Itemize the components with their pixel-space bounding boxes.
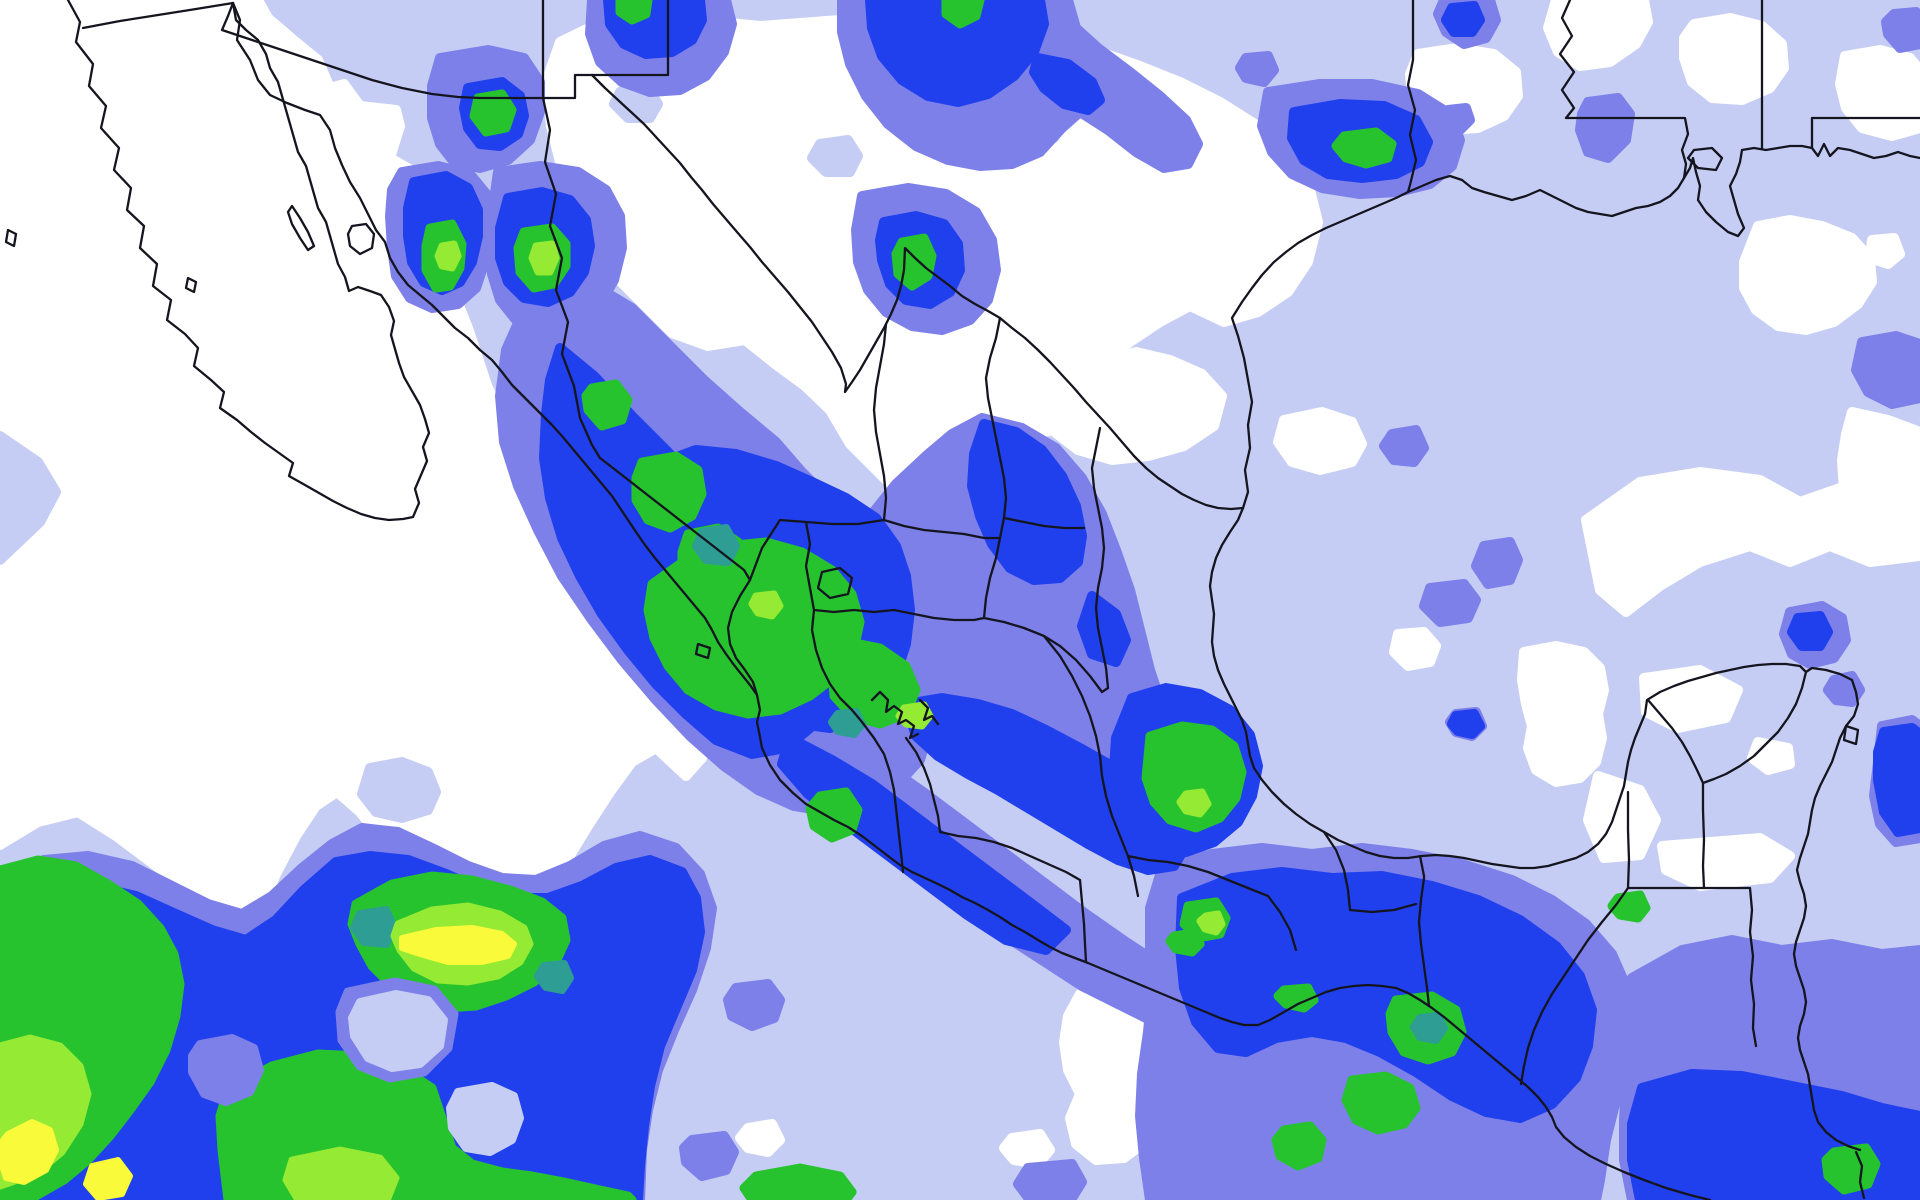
layer-heavy-shape — [1273, 983, 1319, 1013]
layer-dry-shape — [1679, 13, 1789, 105]
layer-heavy-shape — [1141, 721, 1247, 833]
layer-dry-shape — [1639, 665, 1743, 733]
layer-dry-shape — [735, 1119, 785, 1157]
layer-dry-shape — [1583, 771, 1661, 863]
state-line-texas-louisiana — [1406, 0, 1418, 194]
layer-heavy-shape — [581, 379, 633, 431]
islands-and-lakes — [4, 146, 1860, 746]
layer-moderate-shape — [1873, 723, 1920, 837]
layer-trace-patches-shape — [0, 431, 61, 565]
layer-heavy-teal-shape — [534, 960, 574, 994]
layer-light-shape — [1881, 7, 1920, 53]
layer-heavy-shape — [739, 1163, 857, 1200]
layer-heavy-shape — [941, 0, 985, 29]
layer-heavy-shape — [805, 787, 863, 843]
border-us-mexico-west — [81, 1, 594, 100]
layer-very-heavy-shape — [282, 1146, 400, 1200]
layer-moderate-shape — [1447, 709, 1485, 739]
layer-light-shape — [723, 979, 785, 1031]
coastline-texas-louisiana-gulf — [1230, 142, 1920, 510]
layer-dry-shape — [1543, 0, 1653, 71]
state-line-new-mexico-texas — [590, 0, 670, 77]
coastline-gulf-yucatan-caribbean — [1208, 506, 1862, 1152]
layer-moderate-shape — [1175, 867, 1597, 1123]
layer-heavy-shape — [1271, 1121, 1327, 1171]
layer-heavy-teal-shape — [1410, 1012, 1448, 1044]
layer-intense-shape — [399, 925, 517, 965]
layer-moderate-shape — [1077, 591, 1131, 667]
layer-light-shape — [1575, 93, 1635, 163]
layer-moderate-shape — [1029, 53, 1105, 115]
layer-light-shape — [679, 1131, 739, 1181]
layer-very-heavy-shape — [748, 590, 784, 620]
layer-light-shape — [1851, 331, 1920, 409]
layer-moderate-shape — [1441, 1, 1485, 37]
layer-heavy-shape — [615, 0, 653, 25]
layer-heavy — [0, 0, 1881, 1200]
layer-heavy-shape — [1341, 1071, 1421, 1135]
layer-very-heavy-shape — [434, 240, 462, 272]
layer-dry-shape — [1581, 467, 1920, 617]
layer-intense-shape — [0, 1119, 59, 1185]
layer-moderate-shape — [865, 0, 1049, 107]
layer-dry-shape — [999, 1129, 1055, 1169]
layer-dry-shape — [1657, 833, 1795, 891]
coastline-baja-california — [66, 0, 431, 522]
layer-heavy-teal-shape — [692, 524, 740, 566]
layer-storm-eyes-shape — [188, 1034, 264, 1106]
state-lines-yucatan — [1646, 670, 1808, 890]
border-rio-grande — [590, 73, 1245, 511]
state-line-louisiana-mississippi — [1558, 0, 1690, 180]
layer-dry-shape — [1273, 407, 1367, 475]
layer-heavy-shape — [1331, 127, 1397, 169]
layer-heavy-shape — [469, 89, 517, 137]
layer-very-heavy-shape — [1176, 788, 1212, 818]
layer-trace-patches-shape — [807, 135, 863, 177]
layer-heavy-teal-shape — [828, 708, 866, 738]
layer-light-shape — [1379, 425, 1429, 467]
layer-very-heavy-shape — [528, 240, 560, 276]
layer-light-shape — [1437, 103, 1475, 135]
layer-storm-eyes-shape — [348, 990, 448, 1072]
layer-heavy-shape — [827, 635, 921, 729]
layer-dry-shape — [1739, 215, 1877, 335]
layer-dry-shape — [1835, 45, 1920, 141]
state-line-alabama-florida — [1810, 116, 1920, 150]
layer-light-shape — [1419, 579, 1481, 627]
layer-storm-eyes-shape — [446, 1082, 524, 1156]
layer-moderate-shape — [1787, 611, 1833, 651]
border-guatemala-belize — [1519, 790, 1866, 1200]
layer-light-shape — [1235, 51, 1279, 87]
state-line-sonora-chihuahua — [541, 96, 602, 460]
layer-storm-eyes — [188, 977, 524, 1156]
layer-heavy-shape — [1607, 890, 1651, 923]
layer-heavy-teal — [350, 524, 1448, 1044]
layer-dry-shape — [1865, 233, 1905, 269]
layer-heavy-shape — [1821, 1143, 1881, 1195]
layer-very-heavy-shape — [1196, 910, 1226, 936]
layer-intense-shape — [83, 1157, 133, 1200]
layer-heavy-teal-shape — [350, 906, 398, 948]
layer-light-shape — [1471, 537, 1523, 589]
layer-dry-shape — [1389, 627, 1441, 671]
state-lines-mexico-interior — [598, 316, 1431, 1008]
layer-trace-patches-shape — [357, 757, 441, 823]
layer-heavy-shape — [1165, 928, 1205, 957]
layer-heavy-shape — [631, 451, 707, 533]
layer-light-shape — [1013, 1159, 1087, 1200]
layer-intense — [0, 925, 517, 1200]
coastline-mexico-pacific — [231, 1, 1712, 1200]
layer-dry-shape — [1517, 641, 1609, 787]
layer-boundaries — [4, 0, 1920, 1200]
layer-dry-shape — [1747, 737, 1795, 775]
